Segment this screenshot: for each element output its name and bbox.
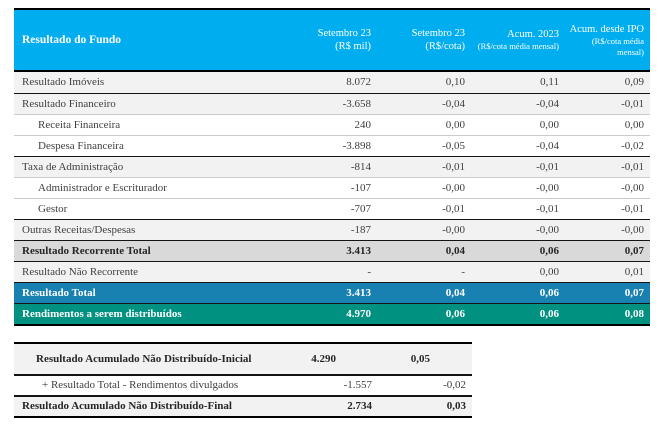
table-row: Rendimentos a serem distribuídos 4.970 0,0… (14, 303, 650, 324)
row-label: Resultado Financeiro (22, 97, 116, 110)
row-label: Administrador e Escriturador (38, 181, 167, 194)
accumulated-results-table-body: Resultado Acumulado Não Distribuído-Inic… (14, 344, 472, 416)
row-value: 0,04 (445, 286, 465, 299)
row-value: 0,00 (539, 118, 559, 131)
row-value: 0,05 (410, 352, 430, 365)
row-value: 0,01 (624, 265, 644, 278)
report-page: Resultado do Fundo Setembro 23 (R$ mil) … (14, 8, 650, 418)
row-value: 3.413 (346, 286, 371, 299)
row-value: 0,06 (539, 307, 559, 320)
row-label: Gestor (38, 202, 68, 215)
row-label: Receita Financeira (38, 118, 121, 131)
row-value: 0,06 (539, 244, 559, 257)
table-row: Resultado Total 3.413 0,04 0,06 0,07 (14, 282, 650, 303)
row-value: -0,04 (536, 139, 559, 152)
row-value: 0,00 (624, 118, 644, 131)
row-value: 0,06 (539, 286, 559, 299)
row-label: Resultado Acumulado Não Distribuído-Inic… (36, 353, 252, 365)
fund-results-table-body: Resultado Imóveis 8.072 0,10 0,11 0,09 Result… (14, 72, 650, 324)
row-value: -0,05 (442, 139, 465, 152)
row-value: -0,00 (536, 181, 559, 194)
row-value: 4.290 (311, 352, 336, 365)
row-value: -0,04 (442, 97, 465, 110)
row-label: Resultado Acumulado Não Distribuído-Fina… (22, 400, 232, 412)
row-value: -0,00 (621, 223, 644, 236)
row-value: -0,01 (442, 202, 465, 215)
table-row: + Resultado Total - Rendimentos divulgad… (14, 374, 472, 395)
row-value: -0,01 (442, 160, 465, 173)
row-value: -0,01 (536, 202, 559, 215)
row-value: 3.413 (346, 244, 371, 257)
row-label: Rendimentos a serem distribuídos (22, 307, 182, 320)
row-label: Taxa de Administração (22, 160, 124, 173)
table-row: Resultado Financeiro -3.658 -0,04 -0,04 -0,0… (14, 93, 650, 114)
row-value: -707 (350, 202, 371, 215)
row-value: 2.734 (347, 400, 372, 412)
row-value: - (367, 265, 371, 278)
row-value: 0,06 (445, 307, 465, 320)
row-value: -0,02 (443, 379, 466, 391)
row-value: 0,08 (624, 307, 644, 320)
row-label: + Resultado Total - Rendimentos divulgad… (42, 379, 239, 391)
row-label: Resultado Não Recorrente (22, 265, 139, 278)
table-row: Receita Financeira 240 0,00 0,00 0,00 (14, 114, 650, 135)
row-value: - (461, 265, 465, 278)
row-value: -0,01 (621, 202, 644, 215)
row-label: Resultado Total (22, 286, 96, 299)
table-row: Resultado Imóveis 8.072 0,10 0,11 0,09 (14, 72, 650, 93)
table-row: Resultado Recorrente Total 3.413 0,04 0,06 0… (14, 240, 650, 261)
row-value: 0,00 (539, 265, 559, 278)
row-value: -3.898 (342, 139, 371, 152)
row-value: 8.072 (346, 76, 371, 88)
row-value: 0,03 (446, 400, 466, 412)
accumulated-results-table: Resultado Acumulado Não Distribuído-Inic… (14, 342, 472, 418)
table-row: Taxa de Administração -814 -0,01 -0,01 -0,01 (14, 156, 650, 177)
row-value: 0,07 (624, 286, 644, 299)
table-row: Resultado Não Recorrente - - 0,00 0,01 (14, 261, 650, 282)
table-row: Resultado Acumulado Não Distribuído-Fina… (14, 395, 472, 416)
column-header-setembro-mil: Setembro 23 (R$ mil) (317, 28, 371, 52)
row-value: -0,01 (536, 160, 559, 173)
table-row: Resultado Acumulado Não Distribuído-Inic… (14, 344, 472, 374)
table-title: Resultado do Fundo (22, 34, 122, 46)
column-header-acum-2023: Acum. 2023 (R$/cota média mensal) (477, 29, 559, 51)
row-value: -0,01 (621, 160, 644, 173)
table-row: Outras Receitas/Despesas -187 -0,00 -0,00 -0… (14, 219, 650, 240)
table-row: Gestor -707 -0,01 -0,01 -0,01 (14, 198, 650, 219)
fund-results-table-header: Resultado do Fundo Setembro 23 (R$ mil) … (14, 10, 650, 72)
table-row: Despesa Financeira -3.898 -0,05 -0,04 -0,02 (14, 135, 650, 156)
row-value: 0,04 (445, 244, 465, 257)
row-value: -3.658 (342, 97, 371, 110)
row-value: -107 (350, 181, 371, 194)
row-value: 4.970 (346, 307, 371, 320)
fund-results-table: Resultado do Fundo Setembro 23 (R$ mil) … (14, 8, 650, 326)
row-value: -0,00 (621, 181, 644, 194)
row-value: -0,00 (442, 181, 465, 194)
row-value: 240 (354, 118, 372, 131)
row-label: Despesa Financeira (38, 139, 124, 152)
row-label: Resultado Recorrente Total (22, 244, 151, 257)
row-value: 0,00 (445, 118, 465, 131)
row-value: 0,07 (624, 244, 644, 257)
row-value: -0,00 (536, 223, 559, 236)
row-value: 0,11 (540, 76, 559, 88)
row-value: 0,10 (445, 76, 465, 88)
row-value: -1.557 (343, 379, 372, 391)
table-row: Administrador e Escriturador -107 -0,00 -0,… (14, 177, 650, 198)
row-label: Outras Receitas/Despesas (22, 223, 136, 236)
row-value: -814 (350, 160, 371, 173)
row-value: -187 (350, 223, 371, 236)
column-header-setembro-cota: Setembro 23 (R$/cota) (411, 28, 465, 52)
row-value: -0,04 (536, 97, 559, 110)
row-value: -0,00 (442, 223, 465, 236)
column-header-acum-ipo: Acum. desde IPO (R$/cota média mensal) (569, 23, 644, 57)
row-value: 0,09 (624, 76, 644, 88)
row-value: -0,02 (621, 139, 644, 152)
row-label: Resultado Imóveis (22, 76, 105, 88)
row-value: -0,01 (621, 97, 644, 110)
